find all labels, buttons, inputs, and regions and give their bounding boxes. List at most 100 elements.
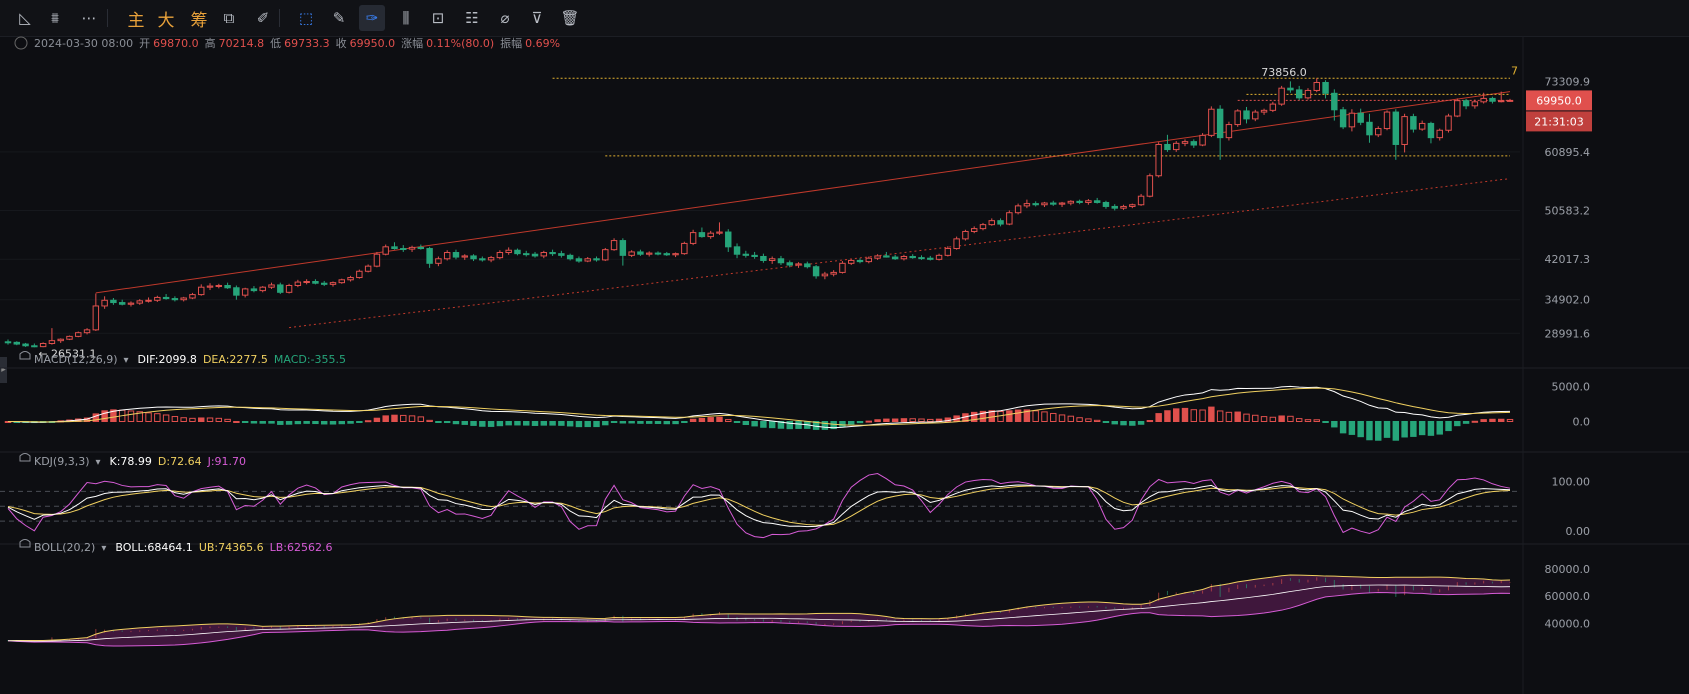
candle-body: [1375, 128, 1382, 136]
macd-histogram-bar: [1322, 421, 1329, 423]
macd-histogram-bar: [461, 421, 468, 425]
ohlc-change-label: 涨幅: [401, 37, 423, 50]
candle-body: [918, 257, 925, 260]
candle-body: [1322, 81, 1329, 94]
note-icon[interactable]: ☷: [465, 9, 479, 27]
candle-body: [1208, 108, 1215, 136]
macd-histogram-bar: [1506, 418, 1514, 422]
price-axis-tick: 60895.4: [1545, 146, 1591, 159]
macd-histogram-bar: [1199, 409, 1206, 422]
candle-body: [206, 285, 214, 288]
macd-histogram-bar: [1252, 414, 1259, 423]
indicator-ub-value: UB:74365.6: [199, 541, 264, 554]
candle-body: [1506, 99, 1514, 102]
macd-histogram-bar: [1050, 412, 1057, 422]
ruler-dots-icon[interactable]: ⩩: [50, 9, 59, 27]
candle-body: [768, 258, 776, 261]
macd-histogram-bar: [786, 421, 793, 430]
macd-histogram-bar: [154, 413, 161, 422]
macd-histogram-bar: [320, 421, 328, 425]
candle-body: [452, 252, 460, 258]
candle-body: [848, 259, 855, 264]
candle-body: [716, 231, 723, 234]
candle-body: [1410, 116, 1417, 130]
candle-body: [136, 300, 143, 304]
trash-icon[interactable]: 🗑: [560, 9, 580, 27]
price-axis-tick: 50583.2: [1545, 205, 1591, 218]
candle-body: [891, 256, 899, 260]
macd-histogram-bar: [1489, 418, 1496, 422]
indicator-name: MACD(12,26,9): [34, 353, 118, 366]
candle-body: [1392, 111, 1400, 145]
macd-histogram-bar: [487, 421, 495, 427]
macd-histogram-bar: [874, 419, 881, 423]
candle-body: [689, 232, 697, 244]
macd-histogram-bar: [1076, 417, 1083, 423]
kdj-k-line: [7, 484, 1511, 528]
collapse-arrow-icon[interactable]: ▸: [0, 357, 7, 383]
ruler-icon[interactable]: ✎: [332, 9, 346, 27]
alert-bell-icon[interactable]: [19, 453, 31, 462]
macd-histogram-bar: [312, 421, 319, 425]
indicator-dea-value: DEA:2277.5: [203, 353, 268, 366]
macd-histogram-bar: [1436, 421, 1443, 435]
macd-histogram-bar: [1295, 418, 1303, 422]
macd-histogram-bar: [329, 421, 337, 425]
macd-histogram-bar: [593, 421, 600, 428]
macd-histogram-bar: [1445, 421, 1452, 432]
macd-histogram-bar: [417, 416, 425, 423]
macd-histogram-bar: [250, 421, 258, 424]
macd-histogram-bar: [558, 421, 565, 426]
candle-body: [1489, 97, 1496, 102]
chart-type-icon[interactable]: ⧉: [223, 9, 235, 27]
macd-histogram-bar: [1357, 421, 1364, 438]
macd-histogram-bar: [233, 420, 240, 423]
chip-toggle[interactable]: 筹: [190, 10, 208, 31]
macd-histogram-bar: [189, 417, 196, 423]
candle-body: [733, 246, 741, 255]
macd-histogram-bar: [1401, 421, 1408, 438]
macd-histogram-bar: [1208, 406, 1215, 423]
collapse-header-icon[interactable]: [14, 36, 28, 50]
big-toggle[interactable]: 大: [157, 10, 175, 31]
more-icon[interactable]: ⋯: [81, 9, 97, 27]
macd-histogram-bar: [716, 416, 723, 422]
macd-histogram-bar: [768, 421, 776, 429]
indicator-dropdown-icon: ▾: [101, 543, 106, 554]
ohlc-date: 2024-03-30 08:00: [34, 37, 133, 50]
candles-icon[interactable]: ⫼: [402, 9, 410, 27]
current-price-value: 69950.0: [1536, 94, 1582, 107]
alert-bell-icon[interactable]: [19, 539, 31, 548]
kline-chart[interactable]: 2024-03-30 08:00 开 69870.0 高 70214.8 低 69733.3…: [0, 36, 1689, 694]
price-axis-tick: 34902.0: [1545, 294, 1591, 307]
draw-tools-icon[interactable]: ✐: [256, 9, 270, 27]
pen-icon[interactable]: ✑: [359, 5, 385, 31]
lock-icon[interactable]: ⊡: [431, 9, 445, 27]
macd-histogram-bar: [830, 421, 837, 430]
ohlc-high-label: 高: [205, 36, 216, 50]
candle-body: [443, 252, 451, 260]
candle-body: [268, 284, 275, 288]
candle-body: [681, 242, 688, 255]
filter-icon[interactable]: ⊽: [531, 9, 543, 27]
candle-body: [804, 263, 811, 268]
macd-histogram-bar: [1462, 421, 1470, 424]
macd-histogram-bar: [909, 418, 916, 422]
candle-body: [189, 294, 196, 299]
ohlc-open: 69870.0: [153, 37, 199, 50]
candle-body: [830, 271, 837, 275]
macd-histogram-bar: [751, 421, 758, 427]
candle-body: [997, 220, 1004, 225]
magnet-icon[interactable]: ⌀: [500, 9, 510, 27]
candle-body: [1050, 202, 1057, 205]
candle-body: [856, 259, 864, 263]
macd-histogram-bar: [1243, 413, 1250, 422]
line-tool-icon[interactable]: ◺: [19, 9, 31, 27]
candle-body: [1014, 205, 1022, 214]
macd-histogram-bar: [1085, 418, 1092, 422]
candle-body: [382, 246, 389, 255]
alert-bell-icon[interactable]: [19, 351, 31, 360]
candle-body: [1076, 200, 1083, 203]
select-box-icon[interactable]: ⬚: [298, 9, 314, 27]
main-toggle[interactable]: 主: [127, 10, 145, 31]
